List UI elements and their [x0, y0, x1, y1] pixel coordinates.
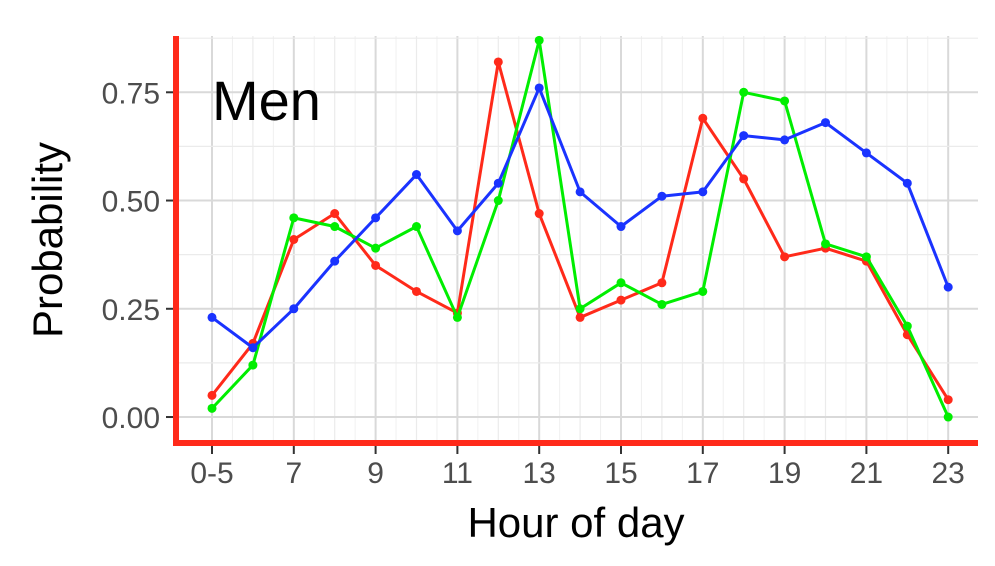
data-point: [289, 213, 299, 223]
data-point: [493, 178, 503, 188]
data-point: [534, 35, 544, 45]
data-point: [657, 299, 667, 309]
x-tick-label: 15: [604, 457, 637, 490]
data-point: [534, 83, 544, 93]
y-tick-label: 0.75: [102, 77, 160, 110]
data-point: [575, 304, 585, 314]
data-point: [657, 191, 667, 201]
data-point: [330, 209, 340, 219]
data-point: [330, 256, 340, 266]
data-point: [412, 222, 421, 232]
data-point: [289, 304, 299, 314]
data-point: [575, 187, 585, 197]
data-point: [861, 252, 871, 262]
data-point: [657, 278, 667, 288]
x-tick-label: 0-5: [190, 457, 233, 490]
data-point: [861, 148, 871, 158]
data-point: [943, 395, 953, 405]
data-point: [698, 113, 708, 123]
data-point: [371, 243, 381, 253]
data-point: [207, 312, 217, 322]
data-point: [739, 174, 749, 184]
x-tick-label: 7: [285, 457, 302, 490]
y-tick-label: 0.50: [102, 186, 160, 219]
data-point: [452, 226, 462, 236]
data-point: [452, 312, 462, 322]
y-axis-title: Probability: [24, 142, 71, 338]
x-tick-label: 9: [367, 457, 384, 490]
axes: [173, 36, 978, 446]
data-point: [493, 57, 503, 67]
series-lines: [207, 35, 953, 422]
data-point: [616, 295, 626, 305]
data-point: [698, 187, 708, 197]
data-point: [534, 209, 544, 219]
data-point: [902, 321, 912, 331]
data-point: [616, 222, 626, 232]
data-point: [780, 252, 790, 262]
data-point: [493, 196, 503, 206]
x-tick-label: 13: [523, 457, 556, 490]
x-tick-label: 21: [850, 457, 883, 490]
y-tick-label: 0.25: [102, 294, 160, 327]
data-point: [943, 412, 953, 422]
data-point: [207, 390, 217, 400]
data-point: [371, 213, 381, 223]
data-point: [821, 118, 830, 128]
data-point: [330, 222, 340, 232]
data-point: [371, 260, 381, 270]
x-axis-title: Hour of day: [467, 499, 684, 546]
data-point: [289, 235, 299, 244]
data-point: [902, 178, 912, 188]
data-point: [780, 135, 790, 145]
x-tick-label: 17: [686, 457, 719, 490]
data-point: [412, 286, 421, 296]
data-point: [739, 131, 749, 141]
data-point: [248, 343, 258, 353]
data-point: [739, 87, 749, 97]
data-point: [575, 312, 585, 322]
data-point: [821, 239, 830, 249]
y-tick-label: 0.00: [102, 402, 160, 435]
x-tick-labels: 0-5 7 9 11 13 15 17 19 21 23: [190, 446, 965, 490]
x-tick-label: 23: [932, 457, 965, 490]
data-point: [412, 170, 421, 180]
data-point: [207, 403, 217, 413]
panel-label: Men: [212, 69, 321, 132]
x-tick-label: 11: [442, 457, 473, 490]
x-tick-label: 19: [768, 457, 801, 490]
data-point: [698, 286, 708, 296]
y-tick-labels: 0.00 0.25 0.50 0.75: [102, 77, 173, 435]
data-point: [616, 278, 626, 288]
data-point: [248, 360, 258, 370]
data-point: [780, 96, 790, 106]
data-point: [943, 282, 953, 292]
